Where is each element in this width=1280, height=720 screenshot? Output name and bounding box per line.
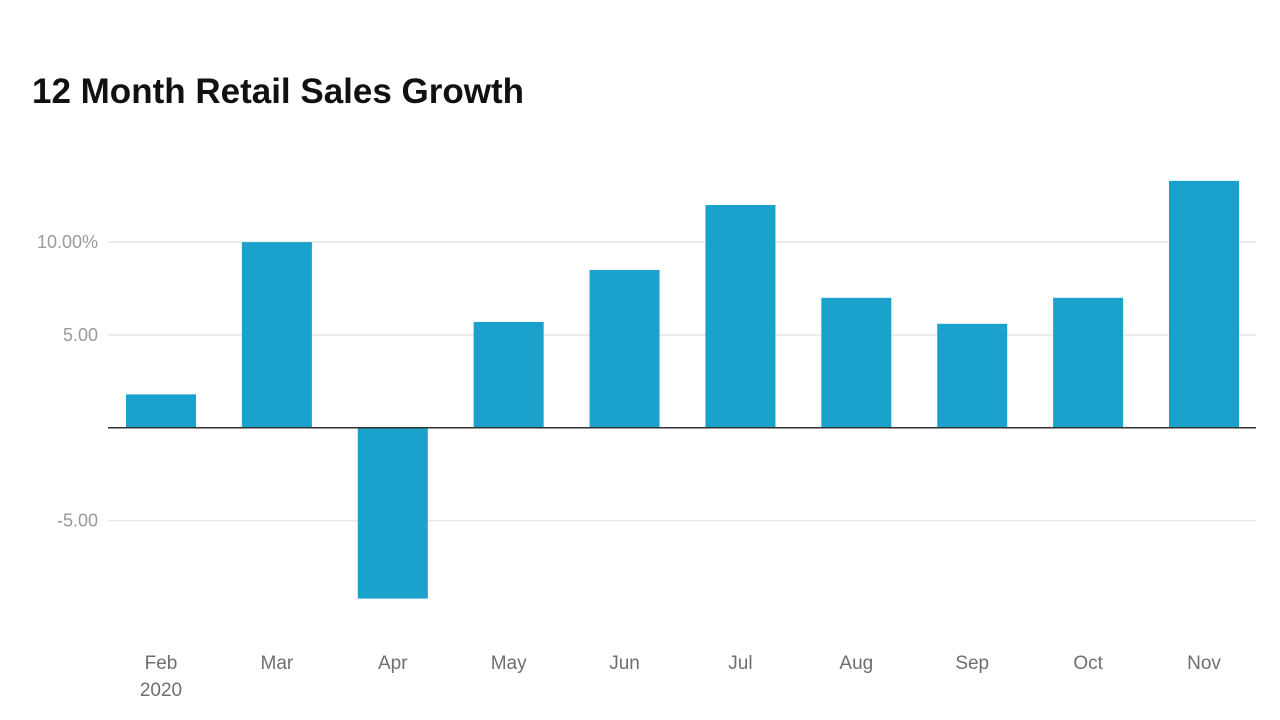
bar-aug <box>821 297 892 428</box>
x-category-label: May <box>491 653 527 674</box>
bar-nov <box>1169 180 1239 428</box>
bar-jul <box>705 204 776 428</box>
bar-feb <box>126 394 196 428</box>
bar-apr <box>357 427 428 599</box>
bars <box>126 180 1239 599</box>
x-category-label: Feb <box>145 653 178 674</box>
x-category-label: Jun <box>609 653 640 674</box>
x-category-label: Jul <box>728 653 752 674</box>
x-category-label: Oct <box>1073 653 1103 674</box>
bar-sep <box>937 323 1008 428</box>
x-category-label: Nov <box>1187 653 1221 674</box>
bar-may <box>473 321 544 428</box>
y-axis-tick-labels: -5.00 5.00 10.00% <box>37 232 98 530</box>
bar-jun <box>589 269 660 428</box>
chart-title: 12 Month Retail Sales Growth <box>32 72 525 111</box>
y-tick-label: -5.00 <box>57 511 98 531</box>
y-tick-label: 5.00 <box>63 325 98 345</box>
x-category-label: Mar <box>261 653 294 674</box>
x-category-label: Apr <box>378 653 408 674</box>
y-tick-label: 10.00% <box>37 232 98 252</box>
bar-oct <box>1053 297 1124 428</box>
x-axis-category-labels: Feb 2020 Mar Apr May Jun Jul Aug Sep Oct Nov <box>140 653 1222 701</box>
x-category-label: Aug <box>839 653 873 674</box>
x-category-sublabel: 2020 <box>140 680 182 701</box>
x-category-label: Sep <box>955 653 989 674</box>
bar-mar <box>241 242 312 428</box>
